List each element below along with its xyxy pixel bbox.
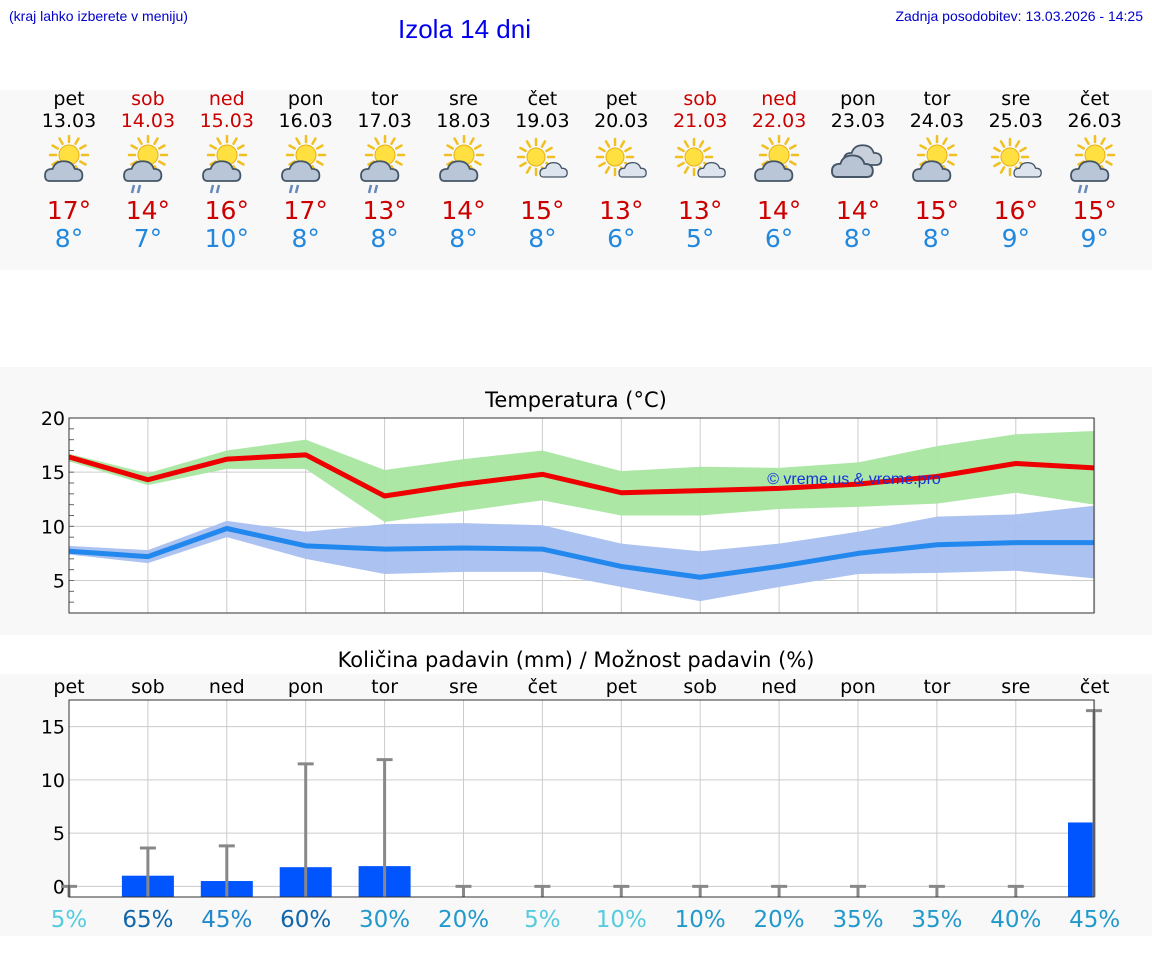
forecast-date: 13.03 [41,110,97,132]
forecast-max-temp: 14° [835,196,881,225]
forecast-max-temp: 17° [283,196,328,225]
forecast-min-temp: 7° [133,224,163,253]
temperature-chart-title: Temperatura (°C) [485,388,667,412]
forecast-max-temp: 15° [914,196,960,225]
forecast-max-temp: 15° [520,196,565,225]
forecast-day-name: sre [1001,88,1031,110]
forecast-min-temp: 10° [204,224,249,253]
forecast-day-name: sre [449,88,478,110]
sun-cloud-rain-icon [108,134,188,195]
forecast-min-temp: 8° [528,224,557,253]
forecast-day-name: pon [287,88,324,110]
sun-small-cloud-icon [660,135,740,195]
sun-cloud-rain-icon [187,134,267,195]
sun-cloud-rain-icon [1055,134,1135,195]
forecast-date: 15.03 [199,110,254,132]
forecast-day-name: sob [131,88,165,110]
forecast-max-temp: 13° [678,196,723,225]
forecast-min-temp: 6° [607,224,636,253]
forecast-max-temp: 14° [441,196,486,225]
forecast-band [0,90,1152,270]
sun-cloud-rain-icon [266,134,346,195]
forecast-day-name: čet [527,88,558,110]
forecast-day-name: tor [371,88,399,110]
forecast-min-temp: 8° [370,224,399,253]
forecast-max-temp: 17° [46,196,92,225]
forecast-max-temp: 13° [362,196,407,225]
forecast-min-temp: 9° [1080,224,1109,253]
forecast-date: 18.03 [436,110,491,132]
forecast-min-temp: 8° [843,224,873,253]
cloudy-icon [818,135,898,195]
forecast-date: 19.03 [515,110,570,132]
forecast-min-temp: 8° [54,224,84,253]
forecast-day-name: sob [683,88,717,110]
forecast-date: 14.03 [120,110,176,132]
sun-cloud-rain-icon [345,134,425,195]
forecast-date: 26.03 [1067,110,1122,132]
forecast-max-temp: 14° [756,196,802,225]
forecast-day-name: pon [840,88,876,110]
precipitation-chart-title: Količina padavin (mm) / Možnost padavin … [337,648,815,672]
forecast-day-name: ned [761,88,797,110]
forecast-max-temp: 16° [204,196,249,225]
sun-small-cloud-icon [502,135,582,195]
forecast-min-temp: 6° [764,224,794,253]
precipitation-band [0,674,1152,936]
forecast-max-temp: 15° [1072,196,1117,225]
forecast-day-name: tor [923,88,951,110]
forecast-day-name: čet [1079,88,1110,110]
forecast-min-temp: 5° [685,224,715,253]
forecast-date: 16.03 [278,110,333,132]
forecast-day-name: pet [605,88,637,110]
sun-cloud-icon [897,134,977,195]
forecast-date: 21.03 [672,110,728,132]
sun-cloud-icon [424,134,504,195]
forecast-date: 20.03 [594,110,649,132]
forecast-max-temp: 14° [125,196,171,225]
forecast-date: 24.03 [909,110,965,132]
sun-cloud-icon [739,134,819,195]
forecast-min-temp: 8° [922,224,952,253]
forecast-date: 25.03 [988,110,1043,132]
forecast-max-temp: 16° [993,196,1038,225]
forecast-min-temp: 8° [291,224,320,253]
region-hint: (kraj lahko izberete v meniju) [9,8,188,24]
forecast-max-temp: 13° [599,196,644,225]
forecast-date: 22.03 [751,110,807,132]
forecast-day-name: ned [208,88,245,110]
forecast-min-temp: 9° [1001,224,1030,253]
forecast-min-temp: 8° [449,224,478,253]
forecast-date: 23.03 [830,110,886,132]
page-title: Izola 14 dni [398,14,531,44]
forecast-day-name: pet [53,88,85,110]
sun-small-cloud-icon [581,135,661,195]
last-update: Zadnja posodobitev: 13.03.2026 - 14:25 [895,8,1143,24]
sun-cloud-icon [29,134,109,195]
sun-small-cloud-icon [976,135,1056,195]
forecast-date: 17.03 [357,110,412,132]
